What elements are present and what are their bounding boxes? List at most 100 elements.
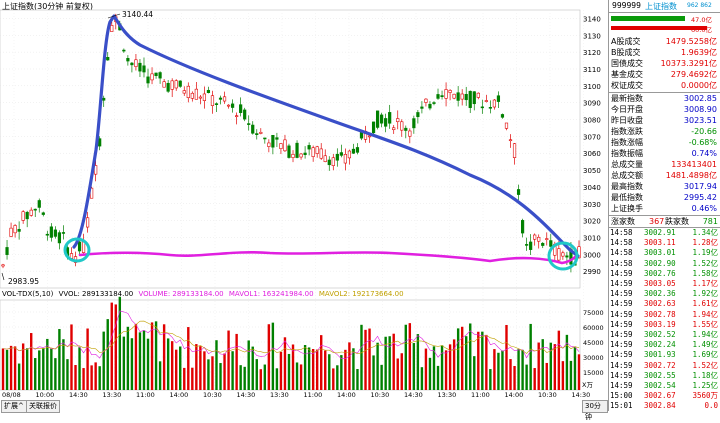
candle-body: [448, 90, 452, 93]
price-tick-label: 3060: [583, 150, 601, 158]
down-count: 781: [702, 217, 718, 226]
tick-row[interactable]: 14:59 3002.36 1.92亿: [610, 289, 720, 300]
stats-value: 0.0000亿: [681, 81, 717, 90]
volume-bar: [275, 368, 279, 390]
candle-body: [452, 93, 456, 99]
volume-bar: [86, 328, 89, 390]
price-tick-label: 3130: [583, 32, 601, 40]
tick-row[interactable]: 14:59 3002.63 1.61亿: [610, 299, 720, 310]
related-quote-tab[interactable]: 关联报价: [26, 400, 60, 413]
volume-bar: [150, 322, 154, 390]
tick-row[interactable]: 14:59 3002.55 1.18亿: [610, 371, 720, 382]
candle-body: [335, 153, 339, 161]
time-axis-label: 14:00: [337, 391, 356, 399]
price-tick-label: 3020: [583, 218, 601, 226]
tick-row[interactable]: 14:59 3001.93 1.69亿: [610, 350, 720, 361]
volume-tick-label: 45000: [583, 339, 604, 347]
candle-body: [367, 135, 372, 138]
price-tick-label: 3080: [583, 117, 601, 125]
tick-row[interactable]: 14:59 3002.54 1.25亿: [610, 381, 720, 392]
tick-row[interactable]: 14:58 3003.11 1.28亿: [610, 238, 720, 249]
tick-row[interactable]: 15:01 3002.84 0.0: [610, 401, 720, 412]
price-tick-label: 3100: [583, 83, 601, 91]
volume-bar: [485, 334, 488, 390]
candle-body: [85, 217, 90, 228]
tick-row[interactable]: 14:59 3003.19 1.55亿: [610, 320, 720, 331]
time-axis-label: 14:00: [505, 391, 524, 399]
candle-body: [404, 127, 408, 131]
quote-label: 总成交额: [611, 171, 643, 180]
volume-bar: [509, 359, 512, 390]
volume-indicator-header: VOL-TDX(5,10) VVOL: 289133184.00 VOLUME:…: [2, 290, 404, 298]
tick-row[interactable]: 14:59 3002.76 1.58亿: [610, 269, 720, 280]
volume-bar: [324, 350, 327, 390]
candle-body: [49, 226, 53, 238]
volume-bar: [307, 347, 311, 390]
tick-row[interactable]: 14:58 3003.01 1.19亿: [610, 248, 720, 259]
candle-body: [214, 103, 219, 105]
volume-bar: [384, 336, 387, 390]
time-axis-label: 14:30: [237, 391, 256, 399]
candle-body: [287, 145, 291, 158]
candle-body: [396, 118, 400, 123]
tick-price: 3002.67: [644, 391, 676, 401]
tick-price: 3002.91: [644, 228, 676, 237]
candle-body: [222, 96, 227, 102]
tick-price: 3002.36: [644, 289, 676, 299]
candle-body: [347, 150, 352, 159]
tick-row[interactable]: 15:00 3002.67 3560万: [610, 391, 720, 402]
mavol1-value: MAVOL1: 163241984.00: [228, 290, 314, 298]
candle-body: [53, 229, 57, 237]
volume-bar: [247, 340, 250, 390]
volume-bar: [82, 368, 85, 390]
tick-row[interactable]: 14:58 3002.90 1.52亿: [610, 259, 720, 270]
volume-bar: [412, 343, 416, 390]
quote-row: 指数涨幅 -0.68%: [611, 137, 719, 148]
volume-bar: [400, 353, 403, 390]
stats-label: 基金成交: [611, 70, 643, 79]
quote-row: 最新指数 3002.85: [611, 93, 719, 104]
volume-bar: [243, 366, 246, 390]
price-tick-label: 3040: [583, 184, 601, 192]
volume-bar: [118, 296, 122, 390]
candle-body: [388, 112, 392, 124]
volume-bar: [223, 353, 226, 390]
tick-row[interactable]: 14:59 3002.72 1.52亿: [610, 361, 720, 372]
volume-bar: [114, 304, 117, 390]
quote-value: 3017.94: [683, 182, 717, 191]
volume-bar: [142, 330, 146, 390]
tick-volume: 1.58亿: [692, 268, 718, 278]
vol-indicator-name[interactable]: VOL-TDX(5,10): [2, 290, 54, 298]
tick-price: 3001.93: [644, 350, 676, 360]
tick-row[interactable]: 14:59 3003.05 1.17亿: [610, 279, 720, 290]
tick-row[interactable]: 14:59 3002.24 1.49亿: [610, 340, 720, 351]
volume-bar: [283, 337, 287, 390]
quote-value: 133413401: [671, 160, 717, 169]
volume-bar: [573, 347, 577, 390]
tick-price: 3003.05: [644, 279, 676, 288]
volume-bar: [175, 349, 178, 390]
candle-body: [186, 85, 190, 99]
volume-bar: [211, 356, 214, 390]
volume-bar: [195, 344, 198, 390]
tick-row[interactable]: 14:59 3002.52 1.94亿: [610, 330, 720, 341]
volume-bar: [428, 357, 432, 390]
stats-row: 国债成交 10373.3291亿: [611, 58, 719, 69]
price-chart-canvas[interactable]: 3140 3130 3120 3110 3100 3090 3080 3070 3060 3050…: [0, 0, 608, 411]
time-axis-label: 08/08: [2, 391, 21, 399]
tick-row[interactable]: 14:58 3002.91 1.34亿: [610, 228, 720, 239]
price-tick-label: 3110: [583, 66, 601, 74]
period-tab[interactable]: 30分钟: [582, 400, 608, 421]
candle-body: [416, 112, 420, 118]
candle-body: [247, 123, 251, 125]
extend-tab[interactable]: 扩展^: [1, 400, 27, 413]
tick-time: 15:00: [610, 391, 633, 401]
candle-body: [170, 80, 174, 90]
candle-body: [146, 76, 150, 84]
sell-power-value: 60.0亿: [691, 26, 712, 34]
kline-chart-panel[interactable]: 上证指数(30分钟 前复权) 3140 3130 3120 3110 3100 3090 3…: [0, 0, 608, 421]
tick-volume: 1.34亿: [692, 228, 718, 237]
tick-row[interactable]: 14:59 3002.78 1.94亿: [610, 310, 720, 321]
candle-body: [525, 244, 529, 246]
time-axis-label: 14:30: [572, 391, 591, 399]
